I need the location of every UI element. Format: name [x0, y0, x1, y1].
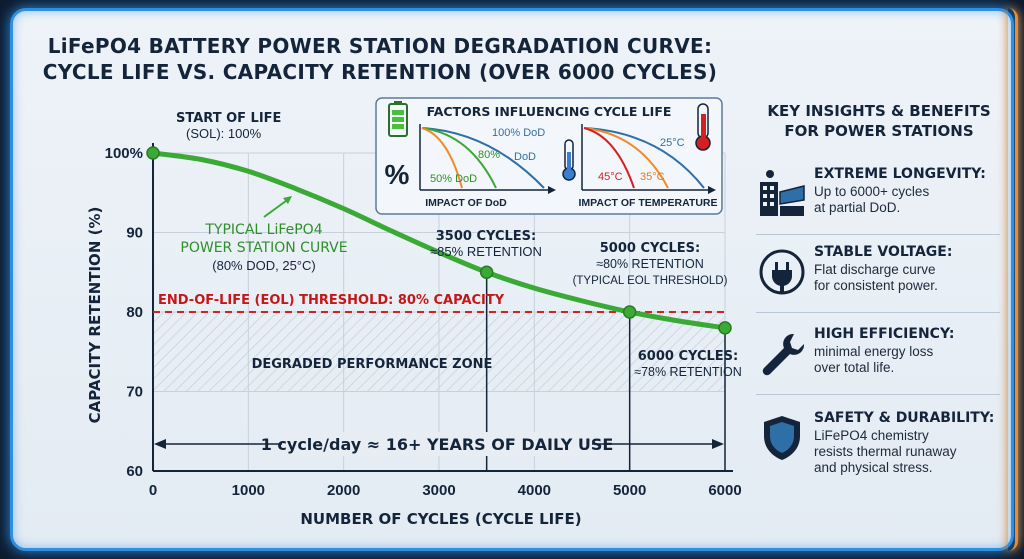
x-tick-label: 4000	[518, 482, 551, 499]
sol-label-2: (SOL): 100%	[186, 126, 262, 141]
curve-label-2: POWER STATION CURVE	[180, 240, 347, 256]
x-axis-label: NUMBER OF CYCLES (CYCLE LIFE)	[300, 510, 581, 528]
dod-curve-100	[421, 127, 545, 189]
x-tick-label: 0	[149, 482, 157, 499]
insight-title: SAFETY & DURABILITY:	[814, 410, 995, 426]
years-label: 1 cycle/day ≈ 16+ YEARS OF DAILY USE	[261, 435, 614, 454]
wrench-icon	[762, 333, 805, 376]
insight-safety: SAFETY & DURABILITY: LiFePO4 chemistry r…	[748, 410, 1010, 490]
y-axis-label: CAPACITY RETENTION (%)	[86, 207, 104, 424]
insight-title: EXTREME LONGEVITY:	[814, 166, 986, 182]
y-tick-label: 100%	[105, 145, 143, 162]
x-tick-label: 6000	[708, 482, 741, 499]
axes	[152, 143, 733, 472]
x-tick-label: 5000	[613, 482, 646, 499]
insights-panel: KEY INSIGHTS & BENEFITS FOR POWER STATIO…	[748, 100, 1010, 520]
x-tick-label: 1000	[232, 482, 265, 499]
dod-axis-arrow	[548, 186, 556, 194]
dod-curve-80	[421, 127, 497, 189]
curve-label-1: TYPICAL LiFePO4	[204, 222, 322, 238]
p5000-label-2: ≈80% RETENTION	[596, 257, 704, 271]
x-tick-label: 2000	[327, 482, 360, 499]
tick-labels: 0 1000 2000 3000 4000 5000 6000 60 70 80 90 100%	[105, 145, 742, 499]
data-point	[146, 146, 160, 160]
y-tick-label: 80	[126, 304, 143, 321]
years-arrow-right	[712, 439, 724, 449]
factors-inset: FACTORS INFLUENCING CYCLE LIFE % 100% Do…	[375, 97, 723, 215]
insight-text: Flat discharge curve for consistent powe…	[814, 262, 938, 293]
eol-label: END-OF-LIFE (EOL) THRESHOLD: 80% CAPACIT…	[158, 293, 505, 308]
curve-label-3: (80% DOD, 25°C)	[212, 258, 315, 273]
shield-icon	[764, 416, 800, 460]
temp-curve-45	[583, 127, 635, 189]
curve-callout-arrowhead	[283, 196, 292, 204]
dod-curve-50	[421, 127, 463, 189]
title-line-2: CYCLE LIFE VS. CAPACITY RETENTION (OVER …	[42, 60, 718, 84]
thermometer-hot-icon	[695, 103, 711, 151]
battery-icon	[388, 101, 408, 137]
insight-efficiency: HIGH EFFICIENCY: minimal energy loss ove…	[748, 326, 1010, 406]
y-tick-label: 70	[126, 384, 143, 401]
insight-voltage: STABLE VOLTAGE: Flat discharge curve for…	[748, 244, 1010, 324]
dod-caption: IMPACT OF DoD	[425, 197, 507, 209]
data-points	[146, 146, 732, 335]
y-tick-label: 90	[126, 225, 143, 242]
insight-text: minimal energy loss over total life.	[814, 344, 934, 375]
data-point	[622, 305, 637, 319]
dod-label-dod: DoD	[514, 151, 536, 163]
temp-curve-25	[583, 127, 705, 189]
p3500-label-2: ≈85% RETENTION	[430, 244, 542, 259]
temp-label-35: 35°C	[640, 171, 665, 183]
years-label-bg	[282, 432, 592, 456]
insights-heading-2: FOR POWER STATIONS	[784, 122, 974, 140]
sol-label-1: START OF LIFE	[176, 111, 281, 126]
temp-axis-arrow	[708, 186, 716, 194]
insight-title: HIGH EFFICIENCY:	[814, 326, 955, 342]
divider	[756, 312, 1000, 313]
insight-text: Up to 6000+ cycles at partial DoD.	[814, 184, 930, 215]
y-tick-label: 60	[126, 463, 143, 480]
p6000-label-2: ≈78% RETENTION	[634, 365, 742, 379]
degraded-zone-label: DEGRADED PERFORMANCE ZONE	[252, 357, 493, 372]
p3500-label-1: 3500 CYCLES:	[436, 229, 536, 244]
solar-building-icon	[760, 170, 805, 216]
dod-label-100: 100% DoD	[492, 127, 545, 139]
insight-title: STABLE VOLTAGE:	[814, 244, 953, 260]
insight-text: LiFePO4 chemistry resists thermal runawa…	[814, 428, 957, 475]
factors-title: FACTORS INFLUENCING CYCLE LIFE	[427, 104, 672, 119]
thermometer-cold-icon	[562, 139, 576, 181]
years-arrow-left	[154, 439, 166, 449]
p5000-label-3: (TYPICAL EOL THRESHOLD)	[573, 275, 728, 287]
p5000-label-1: 5000 CYCLES:	[600, 241, 700, 256]
dod-label-80: 80%	[478, 149, 500, 161]
divider	[756, 234, 1000, 235]
plug-icon	[759, 249, 805, 295]
temp-label-45: 45°C	[598, 171, 623, 183]
insights-heading-1: KEY INSIGHTS & BENEFITS	[767, 102, 991, 120]
title-line-1: LiFePO4 BATTERY POWER STATION DEGRADATIO…	[47, 34, 713, 58]
temp-label-25: 25°C	[660, 137, 685, 149]
p6000-label-1: 6000 CYCLES:	[638, 349, 738, 364]
frame-accent	[1008, 8, 1018, 551]
percent-icon: %	[385, 159, 410, 190]
dod-label-50: 50% DoD	[430, 173, 477, 185]
temp-curve-35	[583, 127, 669, 189]
data-point	[718, 321, 732, 335]
insight-longevity: EXTREME LONGEVITY: Up to 6000+ cycles at…	[748, 166, 1010, 246]
divider	[756, 394, 1000, 395]
x-tick-label: 3000	[422, 482, 455, 499]
data-point	[479, 265, 494, 279]
temp-caption: IMPACT OF TEMPERATURE	[578, 197, 717, 209]
